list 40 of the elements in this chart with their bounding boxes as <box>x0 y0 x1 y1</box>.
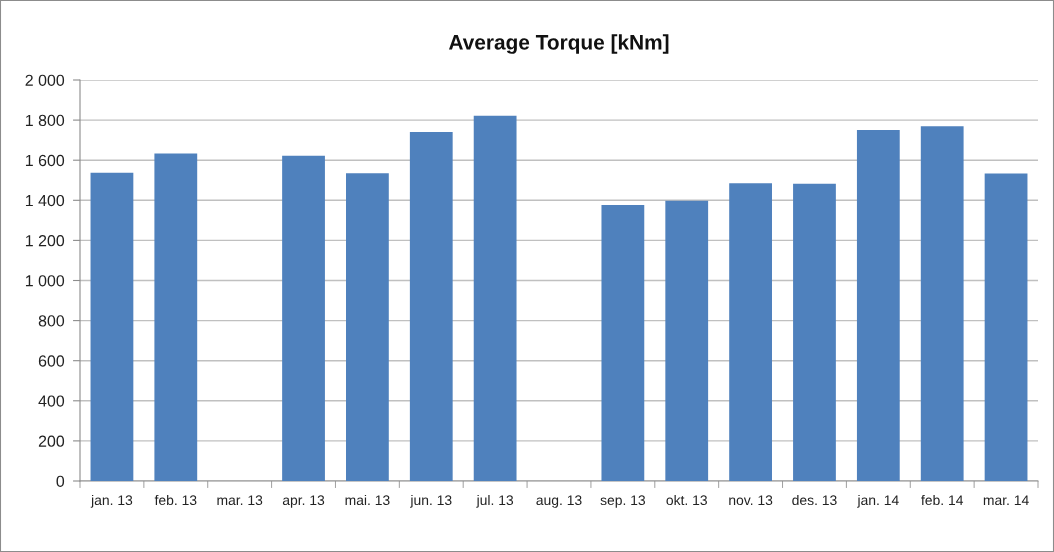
bar <box>665 200 709 481</box>
y-tick-label: 1 000 <box>25 275 65 287</box>
x-tick-label: jul. 13 <box>476 494 514 508</box>
bar <box>729 183 772 481</box>
x-tick-label: sep. 13 <box>600 495 646 508</box>
x-tick-label: des. 13 <box>792 494 837 506</box>
x-tick-label: feb. 13 <box>154 494 197 506</box>
y-tick-label: 0 <box>56 475 65 487</box>
bar <box>90 172 134 481</box>
bar <box>473 115 517 481</box>
bar <box>282 155 325 481</box>
x-tick-label: mar. 13 <box>217 495 263 506</box>
bar <box>793 183 836 481</box>
x-tick-label: mar. 14 <box>983 495 1029 506</box>
y-tick-label: 1 200 <box>25 235 65 247</box>
x-tick-label: jun. 13 <box>410 494 452 508</box>
bar <box>920 126 964 481</box>
x-tick-label: nov. 13 <box>729 495 773 506</box>
chart-title: Average Torque [kNm] <box>448 34 669 54</box>
x-tick-label: feb. 14 <box>921 494 964 506</box>
bar <box>154 153 198 481</box>
bar <box>409 131 453 481</box>
y-tick-label: 400 <box>38 395 65 407</box>
y-tick-label: 1 800 <box>25 114 65 127</box>
y-tick-label: 800 <box>38 315 65 327</box>
bar <box>856 129 900 481</box>
bar <box>346 173 389 481</box>
x-tick-label: jan. 13 <box>90 494 133 508</box>
y-tick-label: 600 <box>38 355 65 367</box>
x-tick-label: apr. 13 <box>282 495 325 508</box>
bar <box>601 205 645 481</box>
y-tick-label: 1 600 <box>25 154 65 167</box>
x-tick-label: okt. 13 <box>666 494 707 506</box>
bar <box>984 173 1028 481</box>
y-tick-label: 200 <box>38 435 65 447</box>
y-tick-label: 2 000 <box>25 74 65 86</box>
x-tick-label: aug. 13 <box>536 495 582 508</box>
x-tick-label: mai. 13 <box>345 494 390 506</box>
y-tick-label: 1 400 <box>25 194 65 207</box>
x-tick-label: jan. 14 <box>857 494 899 508</box>
